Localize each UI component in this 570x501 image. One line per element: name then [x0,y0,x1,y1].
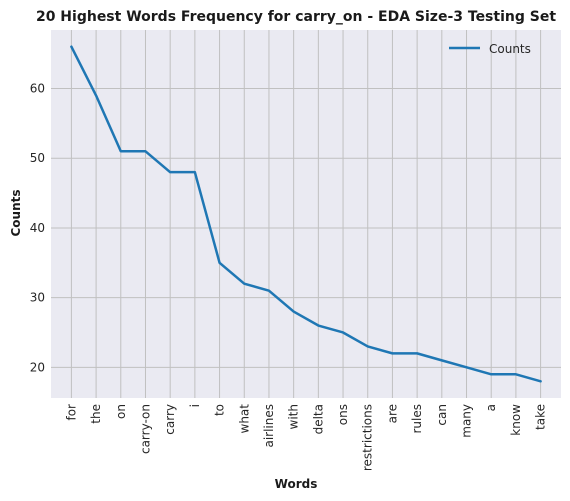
y-axis-ticks: 20 30 40 50 60 [30,82,45,375]
legend: Counts [449,42,531,56]
y-tick-label: 40 [30,221,45,235]
x-tick-label-on: on [114,404,128,419]
x-tick-label-rules: rules [410,404,424,434]
x-tick-label-take: take [534,404,548,430]
chart-title: 20 Highest Words Frequency for carry_on … [36,9,556,25]
y-tick-label: 30 [30,291,45,305]
y-tick-label: 50 [30,151,45,165]
x-axis-ticks: for the on carry-on carry i to what airlines with… [64,404,547,471]
series-line-counts [70,45,542,383]
series-group [70,45,542,383]
x-tick-label-many: many [460,404,474,438]
x-tick-label-to: to [213,404,227,416]
x-tick-label-are: are [385,404,399,423]
x-tick-label-carry: carry [163,404,177,435]
x-tick-label-ons: ons [336,404,350,425]
x-axis-label: Words [275,477,318,491]
x-tick-label-what: what [237,404,251,434]
plot-area [51,30,561,398]
y-tick-label: 60 [30,82,45,96]
legend-label-counts: Counts [489,42,531,56]
x-tick-label-for: for [64,404,78,421]
x-tick-label-restrictions: restrictions [361,404,375,471]
x-tick-label-with: with [287,404,301,429]
x-tick-label-i: i [188,404,202,407]
y-axis-label: Counts [9,189,23,236]
x-tick-label-the: the [89,404,103,424]
x-tick-label-delta: delta [311,404,325,434]
x-tick-label-airlines: airlines [262,404,276,448]
x-tick-label-carry-on: carry-on [138,404,152,454]
x-tick-label-a: a [484,404,498,411]
grid-lines [51,30,561,398]
x-tick-label-can: can [435,404,449,426]
y-tick-label: 20 [30,360,45,374]
x-tick-label-know: know [509,404,523,436]
